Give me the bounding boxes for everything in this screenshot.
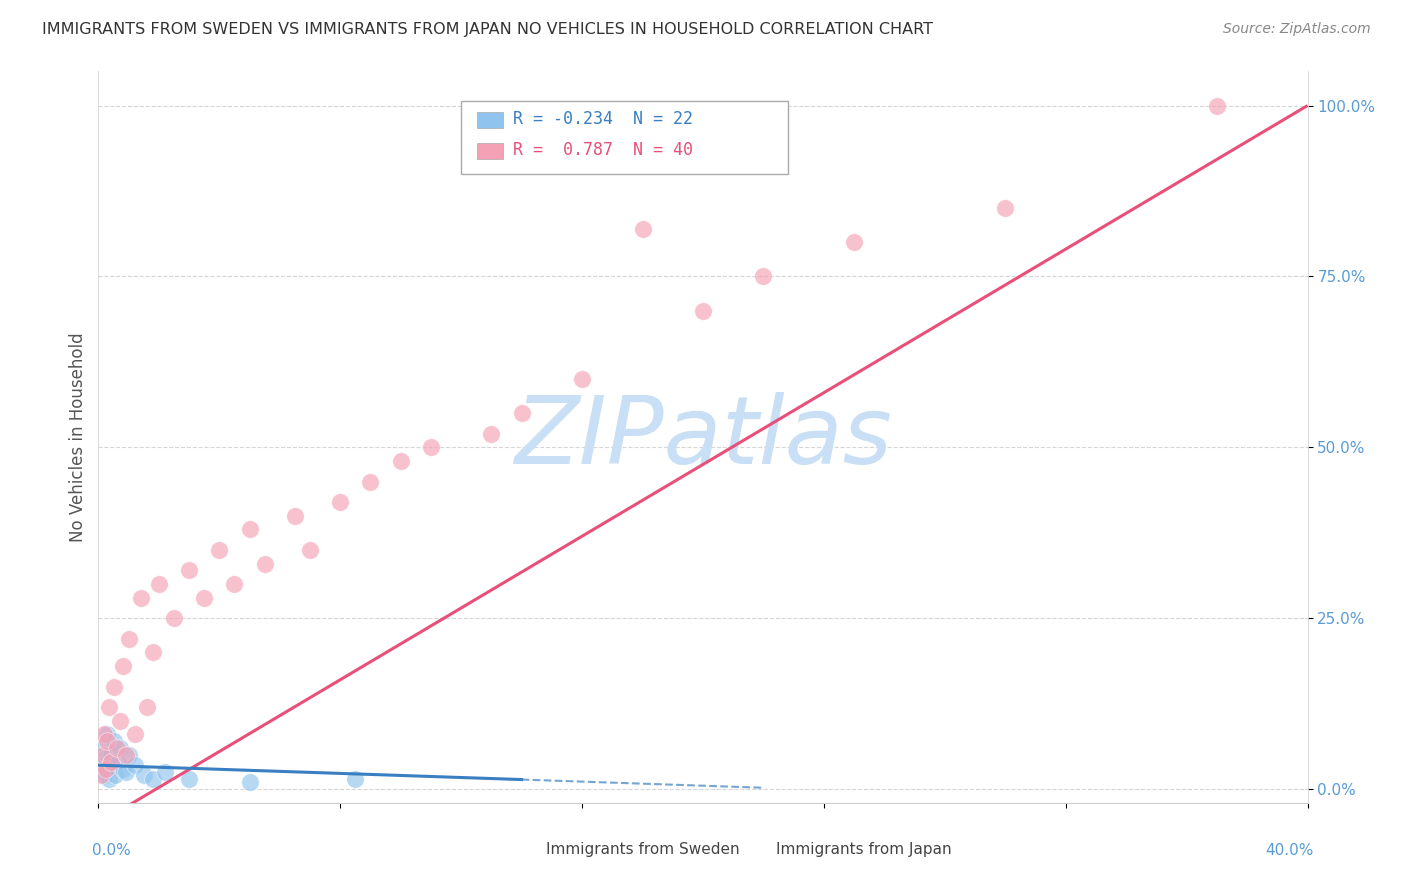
Point (153, 765, 176, 780)
Bar (745, 834, 768, 850)
Point (360, 475, 382, 489)
Point (111, 762, 134, 776)
Point (135, 700, 157, 714)
Point (253, 557, 276, 571)
Point (179, 563, 201, 577)
Point (93, 727, 115, 741)
Point (844, 235, 866, 250)
Point (100, 747, 122, 762)
Point (100, 755, 122, 769)
Point (752, 269, 775, 284)
Point (96, 734, 118, 748)
Point (114, 747, 136, 762)
Point (91, 741, 114, 756)
Point (103, 680, 125, 694)
Point (284, 508, 307, 523)
Point (329, 495, 352, 509)
Point (124, 758, 146, 772)
Point (239, 522, 262, 536)
Point (118, 632, 141, 646)
Point (510, 406, 533, 420)
Point (98, 700, 121, 714)
Point (148, 577, 170, 591)
Text: IMMIGRANTS FROM SWEDEN VS IMMIGRANTS FROM JAPAN NO VEHICLES IN HOUSEHOLD CORRELA: IMMIGRANTS FROM SWEDEN VS IMMIGRANTS FRO… (42, 22, 934, 37)
Point (91, 747, 114, 762)
Point (163, 611, 186, 625)
Point (631, 221, 654, 235)
Point (142, 645, 165, 659)
Point (114, 765, 136, 780)
Point (124, 727, 146, 741)
Point (98, 772, 121, 786)
Point (108, 741, 131, 756)
Point (108, 714, 131, 728)
Point (481, 426, 503, 441)
Point (90, 768, 112, 782)
Text: Source: ZipAtlas.com: Source: ZipAtlas.com (1223, 22, 1371, 37)
Text: 0.0%: 0.0% (93, 843, 131, 858)
Point (104, 768, 127, 782)
Point (101, 758, 124, 772)
Point (132, 768, 155, 782)
Point (389, 454, 412, 468)
Point (179, 772, 201, 786)
Point (571, 372, 593, 386)
Point (344, 772, 367, 786)
Text: 40.0%: 40.0% (1265, 843, 1313, 858)
Point (208, 542, 231, 557)
Point (105, 741, 128, 756)
Point (224, 577, 246, 591)
Point (111, 659, 134, 673)
Text: Immigrants from Sweden: Immigrants from Sweden (546, 842, 740, 857)
Point (103, 734, 125, 748)
Point (420, 440, 443, 454)
Text: ZIPatlas: ZIPatlas (515, 392, 891, 483)
Point (118, 747, 141, 762)
Point (994, 201, 1017, 215)
Point (692, 303, 714, 318)
Point (299, 542, 322, 557)
Point (1206, 98, 1229, 112)
Bar (516, 834, 537, 850)
Point (90, 762, 112, 776)
Point (193, 591, 215, 605)
Point (129, 591, 152, 605)
Point (94, 762, 117, 776)
Text: R = -0.234  N = 22: R = -0.234 N = 22 (513, 110, 693, 128)
Point (96, 727, 118, 741)
Bar (477, 112, 503, 128)
Y-axis label: No Vehicles in Household: No Vehicles in Household (69, 332, 87, 542)
Text: Immigrants from Japan: Immigrants from Japan (776, 842, 952, 857)
Point (93, 768, 115, 782)
Point (239, 775, 262, 789)
Bar (477, 143, 503, 159)
Point (142, 772, 165, 786)
Point (94, 751, 117, 765)
FancyBboxPatch shape (461, 101, 787, 174)
Point (105, 755, 128, 769)
Text: R =  0.787  N = 40: R = 0.787 N = 40 (513, 141, 693, 160)
